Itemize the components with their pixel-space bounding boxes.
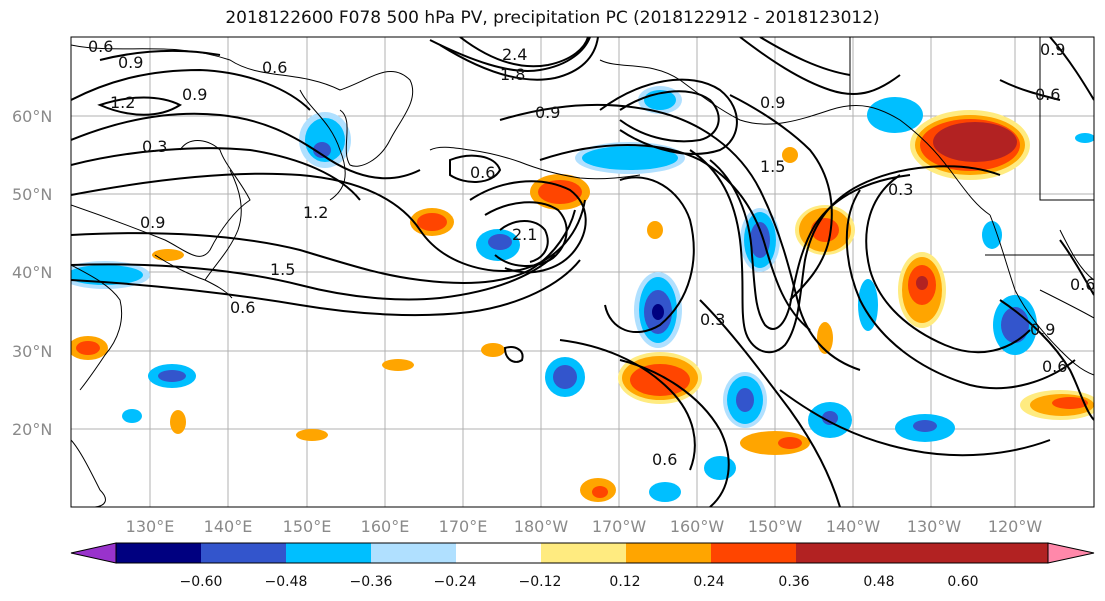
colorbar-tick-label: 0.12 (609, 574, 640, 590)
contour-label: 2.4 (502, 45, 527, 64)
colorbar-tick-label: 0.36 (778, 574, 809, 590)
contour-label: 0.6 (1042, 357, 1067, 376)
contour-label: 0.9 (118, 53, 143, 72)
contour-label: 0.9 (1030, 320, 1055, 339)
contour-label: 0.9 (760, 93, 785, 112)
colorbar-tick-label: −0.60 (180, 574, 223, 590)
contour-label: 1.8 (500, 65, 525, 84)
contour-label: 0.6 (262, 58, 287, 77)
lat-tick-label: 50°N (12, 185, 52, 204)
lon-tick-label: 150°W (748, 517, 803, 536)
colorbar-tick-label: −0.48 (265, 574, 308, 590)
map-frame (70, 36, 1095, 508)
lat-tick-label: 20°N (12, 420, 52, 439)
lat-tick-label: 40°N (12, 263, 52, 282)
lon-tick-label: 160°W (670, 517, 725, 536)
contour-label: 0.9 (535, 103, 560, 122)
colorbar-segment (201, 543, 286, 563)
contour-label: 1.5 (270, 260, 295, 279)
pv-contours (71, 37, 1094, 507)
colorbar-tick-label: 0.60 (947, 574, 978, 590)
colorbar-segment (711, 543, 796, 563)
contour-label: 0.3 (142, 137, 167, 156)
lon-tick-label: 170°W (592, 517, 647, 536)
colorbar-outline (115, 542, 1049, 564)
colorbar-segment (541, 543, 626, 563)
contour-label: 0.3 (888, 180, 913, 199)
contour-label: 0.6 (88, 37, 113, 56)
map-title: 2018122600 F078 500 hPa PV, precipitatio… (225, 8, 880, 28)
colorbar-segment (116, 543, 201, 563)
lat-tick-labels: 60°N 50°N 40°N 30°N 20°N (12, 107, 52, 439)
colorbar-tick-labels: −0.60 −0.48 −0.36 −0.24 −0.12 0.12 0.24 … (180, 574, 979, 590)
lon-tick-label: 140°W (826, 517, 881, 536)
lon-tick-label: 180°W (514, 517, 569, 536)
lon-tick-labels: 130°E 140°E 150°E 160°E 170°E 180°W 170°… (126, 517, 1043, 536)
colorbar-tick-label: −0.12 (519, 574, 562, 590)
colorbar-extend-low (70, 542, 117, 564)
lon-tick-label: 130°E (126, 517, 175, 536)
contour-labels: 0.6 0.9 1.2 0.9 0.6 0.3 0.9 1.2 1.5 0.6 … (88, 37, 1095, 469)
colorbar-tick-label: −0.36 (350, 574, 393, 590)
contour-label: 0.9 (1040, 40, 1065, 59)
contour-label: 0.6 (1035, 85, 1060, 104)
contour-label: 1.5 (760, 157, 785, 176)
contour-label: 2.1 (512, 225, 537, 244)
map-content (71, 37, 1094, 507)
lon-tick-label: 170°E (439, 517, 488, 536)
contour-label: 0.9 (140, 213, 165, 232)
colorbar-segment (371, 543, 456, 563)
contour-label: 0.9 (182, 85, 207, 104)
contour-label: 0.6 (652, 450, 677, 469)
lon-tick-label: 160°E (361, 517, 410, 536)
colorbar-extend-high (1047, 542, 1095, 564)
lat-tick-label: 30°N (12, 342, 52, 361)
contour-label: 1.2 (303, 203, 328, 222)
colorbar (70, 542, 1095, 564)
colorbar-segment (456, 543, 541, 563)
lon-tick-label: 120°W (988, 517, 1043, 536)
colorbar-tick-label: 0.24 (693, 574, 724, 590)
colorbar-segment (626, 543, 711, 563)
colorbar-tick-label: 0.48 (863, 574, 894, 590)
colorbar-tick-label: −0.24 (434, 574, 477, 590)
colorbar-segment (796, 543, 1048, 563)
lon-tick-label: 140°E (204, 517, 253, 536)
contour-label: 0.6 (230, 298, 255, 317)
colorbar-segment (286, 543, 371, 563)
lon-tick-label: 150°E (283, 517, 332, 536)
contour-label: 0.6 (470, 163, 495, 182)
lon-tick-label: 130°W (907, 517, 962, 536)
contour-label: 0.3 (700, 310, 725, 329)
lat-tick-label: 60°N (12, 107, 52, 126)
contour-label: 0.6 (1070, 275, 1095, 294)
contour-label: 1.2 (110, 93, 135, 112)
